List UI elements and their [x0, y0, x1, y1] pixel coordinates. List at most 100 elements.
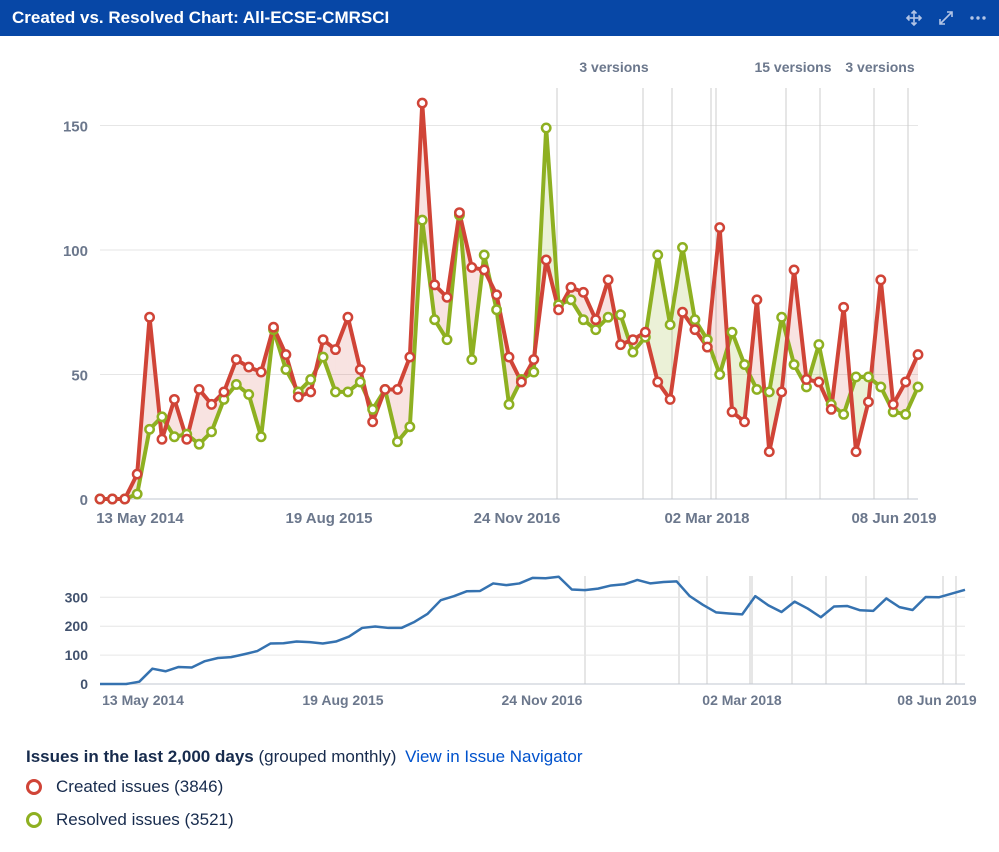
created-point [453, 207, 465, 219]
difference-area [905, 354, 918, 415]
created-point [639, 326, 651, 338]
resolved-point [354, 376, 366, 388]
resolved-point [652, 249, 664, 261]
resolved-point [900, 408, 912, 420]
resolved-point [342, 386, 354, 398]
issue-navigator-link[interactable]: View in Issue Navigator [405, 747, 583, 766]
resolved-point [763, 386, 775, 398]
created-point [887, 398, 899, 410]
created-point [131, 468, 143, 480]
resolved-point [144, 423, 156, 435]
created-vs-resolved-chart: 0 50 100 150 3 versions 15 versions 3 versions… [63, 59, 977, 708]
created-point [119, 493, 131, 505]
created-point [181, 433, 193, 445]
created-point [664, 393, 676, 405]
resolved-point [776, 311, 788, 323]
resolved-point [862, 371, 874, 383]
move-icon[interactable] [905, 9, 923, 27]
created-point [577, 286, 589, 298]
legend-resolved[interactable]: Resolved issues (3521) [26, 803, 583, 836]
navigator-x-tick-label: 08 Jun 2019 [897, 692, 977, 708]
navigator-y-tick-label: 0 [80, 676, 88, 692]
created-point [528, 354, 540, 366]
created-point [615, 339, 626, 351]
created-point [429, 279, 441, 291]
created-point [292, 391, 304, 403]
created-point [689, 324, 701, 336]
created-point [900, 376, 912, 388]
created-point [875, 274, 887, 286]
resolved-point [230, 379, 242, 390]
resolved-point [602, 311, 614, 323]
navigator-x-tick-label: 13 May 2014 [102, 692, 184, 708]
created-point [478, 264, 490, 276]
created-point [305, 386, 317, 398]
resolved-point [739, 359, 750, 370]
resolved-point [441, 334, 453, 346]
navigator-y-tick-label: 300 [65, 589, 89, 605]
resolved-point [416, 214, 428, 226]
resolved-point [590, 324, 602, 336]
created-point [788, 264, 800, 276]
resolved-point [429, 314, 441, 326]
main-x-tick-label: 19 Aug 2015 [286, 510, 373, 527]
difference-area [509, 357, 521, 405]
resolved-point [404, 421, 416, 433]
main-x-tick-label: 08 Jun 2019 [851, 510, 936, 527]
main-x-tick-label: 13 May 2014 [96, 510, 184, 527]
created-point [491, 289, 503, 301]
resolved-point [503, 398, 515, 410]
created-point [590, 314, 602, 326]
created-point [317, 334, 329, 346]
created-point [540, 254, 552, 266]
resolved-point [206, 426, 217, 438]
created-point [255, 366, 267, 378]
resolved-point [912, 381, 924, 393]
created-point [342, 311, 354, 323]
created-point [94, 493, 106, 505]
issues-period: Issues in the last 2,000 days [26, 747, 254, 766]
resolved-point [392, 436, 403, 448]
grouping-label: (grouped monthly) [258, 747, 397, 766]
created-point [714, 222, 726, 234]
created-point [813, 376, 825, 388]
created-point [825, 403, 837, 415]
created-point [652, 376, 664, 388]
created-point [751, 294, 763, 306]
legend-created[interactable]: Created issues (3846) [26, 770, 583, 803]
created-point [193, 383, 205, 395]
navigator-x-tick-label: 19 Aug 2015 [302, 692, 383, 708]
resolved-point [714, 369, 726, 380]
created-legend-icon [26, 778, 42, 795]
resolved-point [875, 381, 887, 393]
resolved-point [330, 386, 341, 398]
resolved-point [751, 383, 763, 395]
resolved-point [838, 408, 850, 420]
more-icon[interactable] [969, 9, 987, 27]
resolved-point [615, 309, 626, 321]
difference-area [335, 317, 348, 392]
main-x-tick-label: 02 Mar 2018 [664, 510, 749, 527]
created-point [801, 374, 812, 385]
created-point [268, 321, 279, 333]
legend-resolved-label: Resolved issues (3521) [56, 809, 234, 829]
chart-footer: Issues in the last 2,000 days (grouped m… [26, 744, 583, 836]
created-point [515, 376, 527, 388]
resolved-point [577, 314, 589, 326]
resolved-point [491, 304, 503, 316]
expand-icon[interactable] [937, 9, 955, 27]
created-point [763, 446, 775, 458]
resolved-point [156, 411, 168, 423]
resolved-point [131, 488, 143, 500]
resolved-point [255, 431, 267, 443]
navigator-y-tick-label: 200 [65, 618, 89, 634]
difference-area [769, 317, 782, 452]
created-point [677, 306, 688, 318]
gadget-header: Created vs. Resolved Chart: All-ECSE-CMR… [0, 0, 999, 36]
main-y-tick-label: 50 [71, 368, 88, 385]
created-point [726, 406, 738, 418]
created-point [243, 361, 255, 373]
resolved-point [280, 364, 292, 375]
created-point [144, 311, 156, 323]
created-point [367, 416, 379, 428]
